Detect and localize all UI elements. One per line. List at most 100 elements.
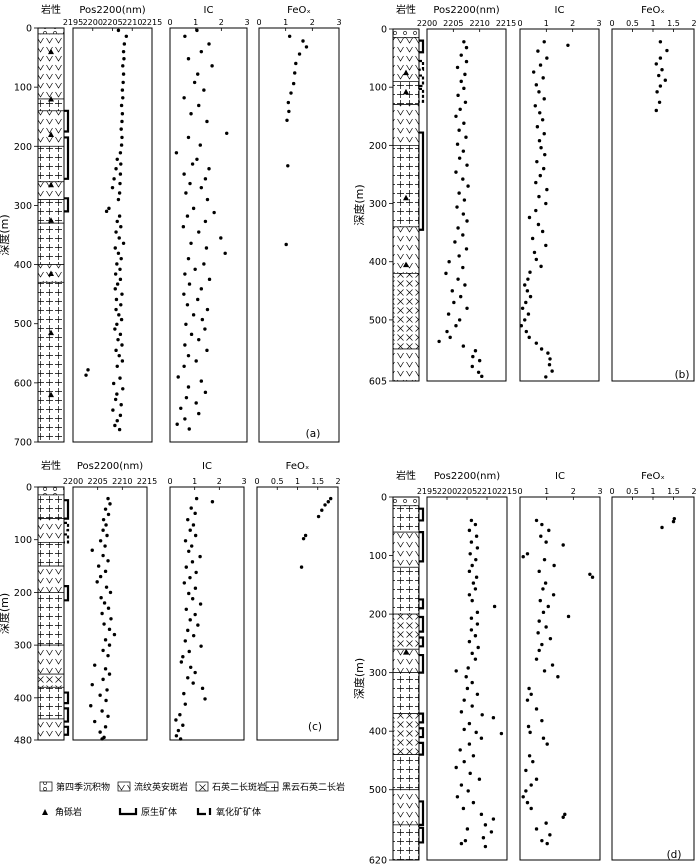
track-frame <box>611 28 695 382</box>
data-point <box>107 643 112 647</box>
data-point <box>528 270 532 274</box>
data-point <box>116 28 121 33</box>
panel-a: 岩性0100200300400500600700深度(m)Pos2200(nm)… <box>0 3 342 449</box>
lithology-layer <box>37 33 65 100</box>
data-point <box>532 250 537 255</box>
data-point <box>535 125 540 129</box>
data-point <box>118 413 123 418</box>
data-point <box>539 145 543 150</box>
data-point <box>100 737 104 741</box>
primary-ore-bracket <box>419 826 425 844</box>
panel-label: (a) <box>306 428 321 440</box>
lithology-header: 岩性 <box>396 3 416 16</box>
data-point <box>461 149 466 153</box>
data-point <box>197 337 201 342</box>
data-point <box>188 528 192 532</box>
data-point <box>115 282 120 286</box>
data-point <box>447 260 451 264</box>
data-point <box>107 627 112 632</box>
data-point <box>542 97 546 101</box>
data-point <box>466 789 470 793</box>
depth-tick-label: 0 <box>381 493 387 504</box>
data-point <box>491 817 496 821</box>
data-point <box>90 548 94 552</box>
data-point <box>113 327 117 331</box>
depth-tick-label: 100 <box>369 83 387 94</box>
track-frame <box>519 28 600 382</box>
primary-ore-bracket <box>419 507 425 522</box>
x-tick-label: 0 <box>609 487 614 496</box>
data-point <box>660 525 664 530</box>
data-point <box>537 194 541 199</box>
data-point <box>657 100 662 105</box>
data-point <box>103 667 108 671</box>
legend-swatch <box>39 781 53 792</box>
data-point <box>121 387 125 391</box>
track-frame <box>611 496 695 861</box>
data-point <box>102 601 107 605</box>
x-tick-label: 2200 <box>63 477 83 486</box>
data-point <box>462 727 466 732</box>
data-point <box>527 686 531 691</box>
data-point <box>454 765 458 770</box>
data-point <box>119 143 124 147</box>
data-point <box>526 312 531 316</box>
data-point <box>204 246 209 250</box>
data-point <box>199 644 203 648</box>
track-title: IC <box>204 5 214 16</box>
data-point <box>531 70 536 74</box>
oxidized-ore-bracket <box>64 521 70 532</box>
data-point <box>117 353 121 358</box>
data-point <box>457 191 461 195</box>
data-point <box>285 118 289 122</box>
data-point <box>183 417 187 421</box>
x-tick-label: 2195 <box>63 18 83 27</box>
data-point <box>179 660 184 664</box>
lithology-layer <box>392 566 420 615</box>
data-point <box>116 337 120 342</box>
lithology-layer <box>37 541 65 567</box>
data-point <box>463 72 467 77</box>
legend-item-biotite_monzonite: 黑云石英二长岩 <box>265 781 345 793</box>
data-point <box>456 93 460 98</box>
data-point <box>195 157 199 161</box>
data-point <box>121 72 126 76</box>
x-tick-label: 1.5 <box>667 19 680 28</box>
data-point <box>476 370 481 374</box>
data-point <box>113 246 117 250</box>
data-point <box>542 557 547 562</box>
data-point <box>536 631 540 635</box>
data-point <box>104 523 108 527</box>
data-point <box>458 107 462 111</box>
depth-tick-label: 300 <box>369 199 387 210</box>
x-tick-label: 0 <box>517 19 522 28</box>
data-point <box>529 692 533 697</box>
breccia-marker <box>48 270 54 276</box>
data-point <box>658 84 663 88</box>
data-point <box>456 277 460 281</box>
track-ic: IC 0 1 2 3 <box>517 5 602 382</box>
data-point <box>537 648 541 653</box>
data-point <box>464 135 468 139</box>
data-point <box>178 737 183 741</box>
data-point <box>477 358 482 363</box>
panel-label: (d) <box>667 849 682 861</box>
depth-tick-label: 200 <box>369 610 387 621</box>
data-point <box>119 127 123 131</box>
data-point <box>468 552 472 556</box>
data-point <box>185 214 190 218</box>
data-point <box>556 675 560 679</box>
data-point <box>546 604 550 609</box>
data-point <box>561 815 565 819</box>
data-point <box>205 307 210 312</box>
primary-ore-bracket <box>419 712 425 724</box>
data-point <box>101 648 105 653</box>
data-point <box>452 300 456 305</box>
x-tick-label: 2 <box>219 18 224 27</box>
data-point <box>188 618 192 622</box>
data-point <box>467 742 472 746</box>
data-point <box>207 277 212 282</box>
data-point <box>111 381 116 386</box>
data-point <box>198 602 203 606</box>
data-point <box>539 534 543 538</box>
